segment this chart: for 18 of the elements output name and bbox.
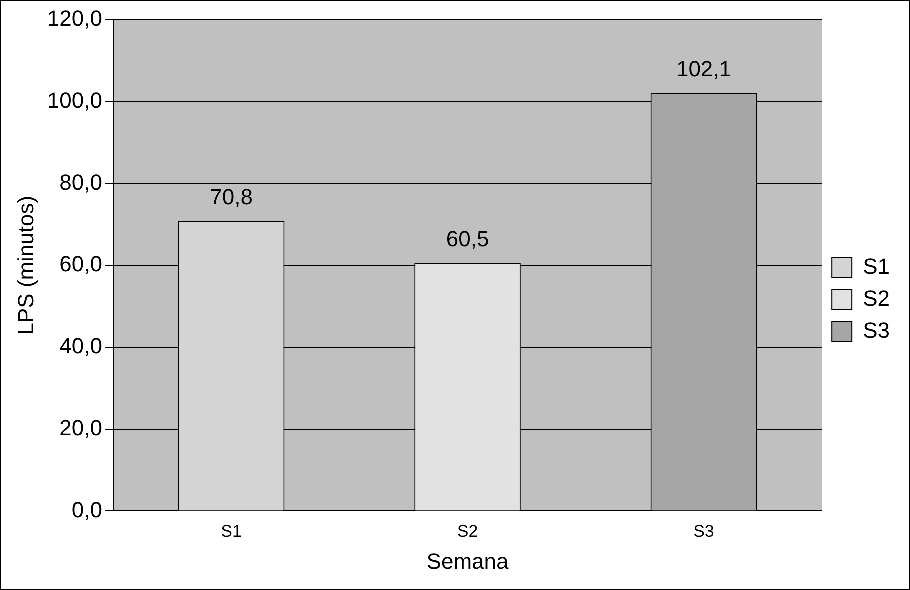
y-tick-label: 100,0 — [47, 88, 102, 113]
legend-label: S2 — [863, 286, 890, 312]
y-tick-label: 120,0 — [47, 6, 102, 32]
y-tick-label: 80,0 — [60, 170, 102, 195]
x-tick-label: S2 — [457, 522, 478, 542]
x-tick-label: S3 — [694, 522, 714, 542]
data-label: 60,5 — [446, 226, 490, 252]
y-axis-title: LPS (minutos) — [13, 196, 38, 336]
y-tick-label: 40,0 — [60, 334, 102, 359]
x-axis-title: Semana — [426, 548, 510, 574]
y-tick-label: 20,0 — [60, 415, 102, 440]
y-tick-label: 60,0 — [60, 252, 102, 277]
legend-label: S1 — [863, 254, 890, 280]
data-label: 102,1 — [676, 56, 732, 82]
legend-label: S3 — [863, 318, 890, 344]
x-tick-label: S1 — [221, 522, 242, 542]
y-tick-label: 0,0 — [72, 497, 102, 522]
data-label: 70,8 — [210, 184, 253, 210]
